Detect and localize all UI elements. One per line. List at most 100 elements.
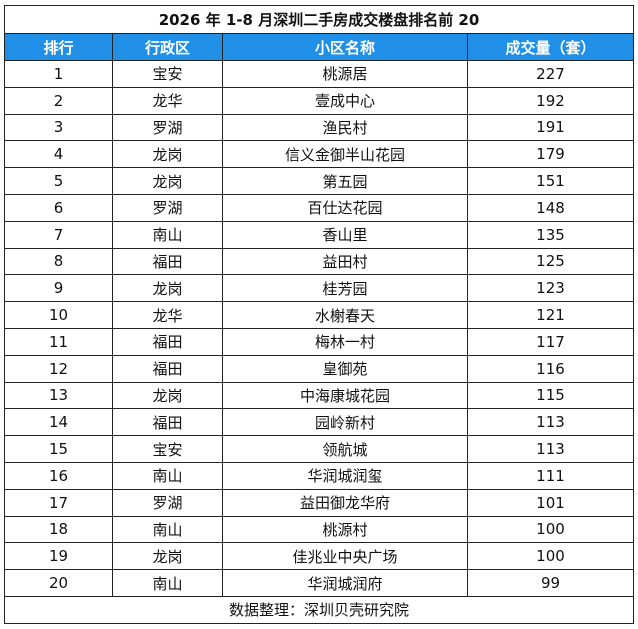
data-row: 4 龙岗 信义金御半山花园 179 — [4, 140, 634, 169]
data-cell: 信义金御半山花园 — [222, 140, 468, 169]
data-cell: 华润城润府 — [222, 569, 468, 597]
header-cell: 成交量（套） — [467, 33, 634, 61]
data-cell: 水榭春天 — [222, 301, 468, 329]
data-cell: 龙岗 — [112, 167, 223, 195]
data-cell: 15 — [4, 435, 113, 463]
data-row: 12 福田 皇御苑 116 — [4, 354, 634, 383]
data-cell: 113 — [467, 435, 634, 463]
data-cell: 益田御龙华府 — [222, 488, 468, 517]
header-cell: 小区名称 — [222, 33, 468, 61]
data-cell: 百仕达花园 — [222, 193, 468, 222]
data-cell: 桃源村 — [222, 515, 468, 544]
data-row: 1 宝安 桃源居 227 — [4, 60, 634, 88]
ranking-table: 2026 年 1-8 月深圳二手房成交楼盘排名前 20 排行 行政区 小区名称 … — [4, 5, 634, 624]
data-cell: 20 — [4, 569, 113, 597]
data-row: 17 罗湖 益田御龙华府 101 — [4, 488, 634, 517]
data-cell: 11 — [4, 327, 113, 356]
data-cell: 99 — [467, 569, 634, 597]
data-cell: 7 — [4, 220, 113, 249]
data-cell: 龙岗 — [112, 542, 223, 571]
data-cell: 16 — [4, 461, 113, 490]
data-cell: 100 — [467, 542, 634, 571]
data-cell: 2 — [4, 86, 113, 115]
data-cell: 4 — [4, 140, 113, 169]
data-cell: 桃源居 — [222, 60, 468, 88]
data-row: 20 南山 华润城润府 99 — [4, 569, 634, 597]
data-cell: 151 — [467, 167, 634, 195]
data-row: 11 福田 梅林一村 117 — [4, 327, 634, 356]
data-cell: 115 — [467, 381, 634, 410]
data-row: 16 南山 华润城润玺 111 — [4, 461, 634, 490]
table-body: 1 宝安 桃源居 227 2 龙华 壹成中心 192 3 罗湖 渔民村 191 4 龙岗 信义金御半山花园 1… — [4, 60, 634, 597]
data-row: 9 龙岗 桂芳园 123 — [4, 274, 634, 303]
data-cell: 125 — [467, 247, 634, 276]
data-cell: 福田 — [112, 247, 223, 276]
data-cell: 佳兆业中央广场 — [222, 542, 468, 571]
data-row: 15 宝安 领航城 113 — [4, 435, 634, 463]
data-cell: 19 — [4, 542, 113, 571]
data-cell: 179 — [467, 140, 634, 169]
data-cell: 华润城润玺 — [222, 461, 468, 490]
data-cell: 福田 — [112, 354, 223, 383]
data-cell: 116 — [467, 354, 634, 383]
data-cell: 17 — [4, 488, 113, 517]
data-cell: 6 — [4, 193, 113, 222]
data-cell: 龙华 — [112, 301, 223, 329]
data-row: 18 南山 桃源村 100 — [4, 515, 634, 544]
data-cell: 5 — [4, 167, 113, 195]
data-cell: 南山 — [112, 220, 223, 249]
data-cell: 8 — [4, 247, 113, 276]
data-row: 5 龙岗 第五园 151 — [4, 167, 634, 195]
data-cell: 罗湖 — [112, 488, 223, 517]
header-cell: 行政区 — [112, 33, 223, 61]
data-cell: 113 — [467, 408, 634, 437]
data-cell: 南山 — [112, 515, 223, 544]
data-row: 14 福田 园岭新村 113 — [4, 408, 634, 437]
title-row: 2026 年 1-8 月深圳二手房成交楼盘排名前 20 — [4, 5, 634, 34]
data-cell: 福田 — [112, 327, 223, 356]
data-cell: 9 — [4, 274, 113, 303]
data-cell: 3 — [4, 113, 113, 142]
data-cell: 福田 — [112, 408, 223, 437]
data-cell: 13 — [4, 381, 113, 410]
data-cell: 135 — [467, 220, 634, 249]
data-row: 8 福田 益田村 125 — [4, 247, 634, 276]
header-cell: 排行 — [4, 33, 113, 61]
data-cell: 宝安 — [112, 60, 223, 88]
data-row: 13 龙岗 中海康城花园 115 — [4, 381, 634, 410]
header-row: 排行 行政区 小区名称 成交量（套） — [4, 33, 634, 61]
data-cell: 121 — [467, 301, 634, 329]
data-cell: 罗湖 — [112, 113, 223, 142]
data-cell: 148 — [467, 193, 634, 222]
data-cell: 皇御苑 — [222, 354, 468, 383]
data-cell: 14 — [4, 408, 113, 437]
data-row: 3 罗湖 渔民村 191 — [4, 113, 634, 142]
data-cell: 龙岗 — [112, 140, 223, 169]
data-cell: 191 — [467, 113, 634, 142]
data-cell: 园岭新村 — [222, 408, 468, 437]
data-cell: 益田村 — [222, 247, 468, 276]
data-cell: 梅林一村 — [222, 327, 468, 356]
data-row: 19 龙岗 佳兆业中央广场 100 — [4, 542, 634, 571]
data-cell: 领航城 — [222, 435, 468, 463]
data-cell: 香山里 — [222, 220, 468, 249]
data-cell: 龙岗 — [112, 381, 223, 410]
data-cell: 10 — [4, 301, 113, 329]
data-cell: 南山 — [112, 569, 223, 597]
data-cell: 111 — [467, 461, 634, 490]
data-cell: 渔民村 — [222, 113, 468, 142]
data-cell: 南山 — [112, 461, 223, 490]
data-cell: 第五园 — [222, 167, 468, 195]
data-row: 6 罗湖 百仕达花园 148 — [4, 193, 634, 222]
data-cell: 桂芳园 — [222, 274, 468, 303]
data-cell: 龙岗 — [112, 274, 223, 303]
data-cell: 宝安 — [112, 435, 223, 463]
table-footer: 数据整理：深圳贝壳研究院 — [4, 595, 634, 624]
data-row: 10 龙华 水榭春天 121 — [4, 301, 634, 329]
data-cell: 18 — [4, 515, 113, 544]
footer-row: 数据整理：深圳贝壳研究院 — [4, 595, 634, 624]
table-title: 2026 年 1-8 月深圳二手房成交楼盘排名前 20 — [4, 5, 634, 34]
data-cell: 227 — [467, 60, 634, 88]
data-row: 2 龙华 壹成中心 192 — [4, 86, 634, 115]
